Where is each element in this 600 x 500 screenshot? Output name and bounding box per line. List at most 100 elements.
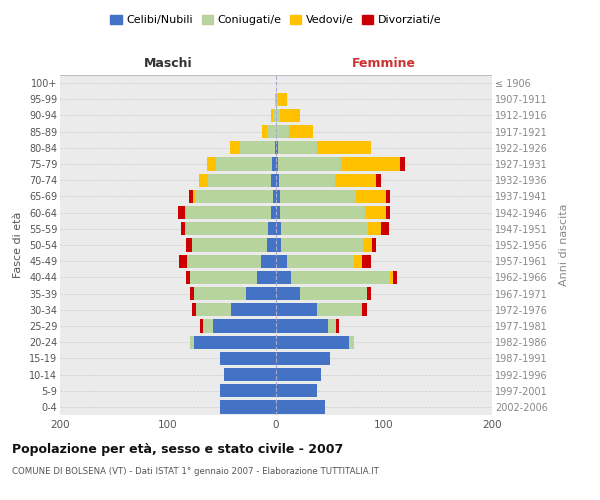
Bar — [190, 336, 276, 349]
Bar — [241, 141, 276, 154]
Bar — [194, 336, 276, 349]
Bar — [273, 190, 276, 203]
Bar — [275, 92, 276, 106]
Bar — [276, 109, 280, 122]
Bar — [276, 206, 386, 220]
Bar — [276, 222, 381, 235]
Bar — [276, 222, 389, 235]
Bar — [276, 254, 287, 268]
Bar — [276, 109, 300, 122]
Bar — [276, 254, 362, 268]
Bar — [276, 92, 278, 106]
Bar — [187, 206, 276, 220]
Bar — [276, 352, 330, 365]
Bar — [276, 254, 354, 268]
Bar — [187, 254, 276, 268]
Bar — [276, 336, 354, 349]
Bar — [276, 287, 367, 300]
Bar — [276, 303, 367, 316]
Bar — [276, 206, 280, 220]
Bar — [200, 320, 276, 332]
Bar — [276, 270, 391, 284]
Bar — [220, 400, 276, 413]
Bar — [192, 238, 276, 252]
Bar — [220, 384, 276, 398]
Bar — [276, 303, 362, 316]
Bar — [257, 270, 276, 284]
Bar — [272, 158, 276, 170]
Bar — [276, 238, 376, 252]
Bar — [276, 238, 281, 252]
Bar — [208, 174, 276, 187]
Bar — [207, 158, 276, 170]
Bar — [276, 222, 368, 235]
Bar — [276, 270, 291, 284]
Bar — [276, 141, 371, 154]
Bar — [187, 254, 276, 268]
Bar — [276, 368, 322, 381]
Bar — [276, 400, 325, 413]
Bar — [276, 384, 317, 398]
Bar — [276, 352, 330, 365]
Bar — [196, 303, 276, 316]
Bar — [215, 158, 276, 170]
Bar — [276, 384, 317, 398]
Bar — [261, 254, 276, 268]
Bar — [276, 336, 354, 349]
Bar — [276, 384, 317, 398]
Bar — [276, 303, 362, 316]
Bar — [276, 320, 337, 332]
Bar — [185, 222, 276, 235]
Bar — [276, 141, 278, 154]
Bar — [276, 92, 287, 106]
Bar — [271, 109, 276, 122]
Bar — [194, 287, 276, 300]
Bar — [276, 125, 289, 138]
Bar — [276, 238, 364, 252]
Bar — [276, 287, 371, 300]
Bar — [230, 141, 276, 154]
Bar — [276, 174, 381, 187]
Bar — [268, 238, 276, 252]
Y-axis label: Anni di nascita: Anni di nascita — [559, 204, 569, 286]
Bar — [220, 384, 276, 398]
Bar — [276, 158, 404, 170]
Text: Popolazione per età, sesso e stato civile - 2007: Popolazione per età, sesso e stato civil… — [12, 442, 343, 456]
Bar — [271, 206, 276, 220]
Bar — [276, 270, 397, 284]
Bar — [224, 368, 276, 381]
Bar — [220, 352, 276, 365]
Bar — [262, 125, 276, 138]
Bar — [275, 141, 276, 154]
Bar — [275, 92, 276, 106]
Bar — [179, 254, 276, 268]
Bar — [276, 109, 300, 122]
Bar — [276, 206, 365, 220]
Bar — [220, 352, 276, 365]
Bar — [276, 174, 335, 187]
Bar — [276, 287, 367, 300]
Bar — [276, 400, 325, 413]
Bar — [276, 174, 279, 187]
Bar — [276, 320, 337, 332]
Bar — [273, 109, 276, 122]
Bar — [192, 303, 276, 316]
Bar — [276, 141, 317, 154]
Bar — [276, 336, 354, 349]
Bar — [230, 141, 276, 154]
Bar — [192, 238, 276, 252]
Bar — [276, 400, 325, 413]
Bar — [220, 400, 276, 413]
Bar — [276, 141, 371, 154]
Bar — [220, 400, 276, 413]
Bar — [203, 320, 276, 332]
Bar — [181, 222, 276, 235]
Bar — [220, 384, 276, 398]
Text: Femmine: Femmine — [352, 57, 416, 70]
Bar — [276, 368, 322, 381]
Bar — [195, 190, 276, 203]
Legend: Celibi/Nubili, Coniugati/e, Vedovi/e, Divorziati/e: Celibi/Nubili, Coniugati/e, Vedovi/e, Di… — [106, 10, 446, 30]
Bar — [276, 222, 281, 235]
Bar — [190, 287, 276, 300]
Bar — [246, 287, 276, 300]
